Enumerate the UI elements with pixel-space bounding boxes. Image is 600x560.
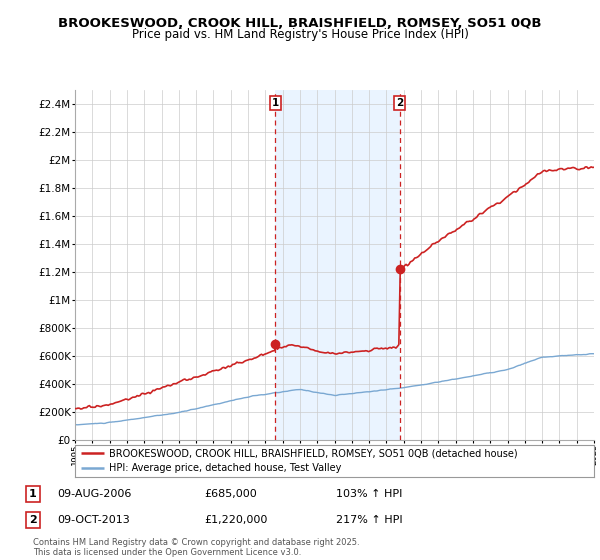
Text: 1: 1: [272, 99, 279, 108]
Text: £1,220,000: £1,220,000: [204, 515, 268, 525]
Text: Contains HM Land Registry data © Crown copyright and database right 2025.
This d: Contains HM Land Registry data © Crown c…: [33, 538, 359, 557]
Text: 2: 2: [396, 99, 403, 108]
Text: £685,000: £685,000: [204, 489, 257, 499]
Text: 2: 2: [29, 515, 37, 525]
Text: 09-AUG-2006: 09-AUG-2006: [57, 489, 131, 499]
Text: Price paid vs. HM Land Registry's House Price Index (HPI): Price paid vs. HM Land Registry's House …: [131, 28, 469, 41]
Text: HPI: Average price, detached house, Test Valley: HPI: Average price, detached house, Test…: [109, 463, 341, 473]
Text: 217% ↑ HPI: 217% ↑ HPI: [336, 515, 403, 525]
Text: BROOKESWOOD, CROOK HILL, BRAISHFIELD, ROMSEY, SO51 0QB (detached house): BROOKESWOOD, CROOK HILL, BRAISHFIELD, RO…: [109, 449, 517, 459]
Text: 103% ↑ HPI: 103% ↑ HPI: [336, 489, 403, 499]
Text: 1: 1: [29, 489, 37, 499]
Bar: [275, 90, 400, 440]
Text: 09-OCT-2013: 09-OCT-2013: [57, 515, 130, 525]
Text: BROOKESWOOD, CROOK HILL, BRAISHFIELD, ROMSEY, SO51 0QB: BROOKESWOOD, CROOK HILL, BRAISHFIELD, RO…: [58, 17, 542, 30]
